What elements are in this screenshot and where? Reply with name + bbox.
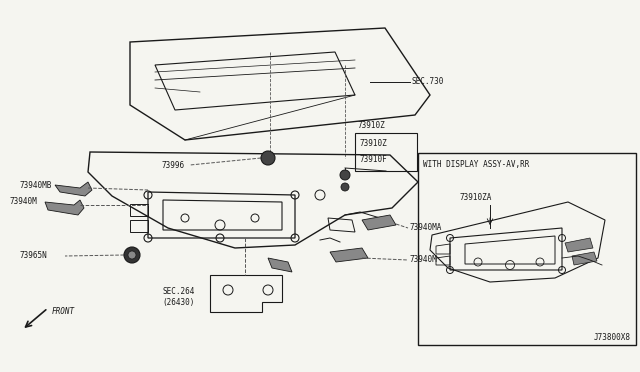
- Circle shape: [128, 251, 136, 259]
- Text: 73910ZA: 73910ZA: [460, 193, 492, 202]
- Text: 73910F: 73910F: [359, 155, 387, 164]
- Circle shape: [340, 170, 350, 180]
- Bar: [418, 153, 636, 345]
- Circle shape: [124, 247, 140, 263]
- Text: SEC.264: SEC.264: [163, 288, 195, 296]
- Bar: [355, 133, 417, 171]
- Text: 73996: 73996: [162, 160, 185, 170]
- Circle shape: [341, 183, 349, 191]
- Text: J73800X8: J73800X8: [594, 333, 631, 341]
- Polygon shape: [572, 252, 597, 265]
- Polygon shape: [362, 215, 396, 230]
- Polygon shape: [565, 238, 593, 252]
- Text: 73910Z: 73910Z: [359, 140, 387, 148]
- Text: (26430): (26430): [163, 298, 195, 308]
- Text: FRONT: FRONT: [52, 308, 75, 317]
- Polygon shape: [268, 258, 292, 272]
- Text: 73940MA: 73940MA: [410, 224, 442, 232]
- Polygon shape: [45, 200, 84, 215]
- Polygon shape: [330, 248, 368, 262]
- Text: SEC.730: SEC.730: [412, 77, 444, 87]
- Polygon shape: [55, 182, 92, 196]
- Text: 73940MB: 73940MB: [20, 180, 52, 189]
- Text: 73910Z: 73910Z: [358, 121, 386, 129]
- Text: WITH DISPLAY ASSY-AV,RR: WITH DISPLAY ASSY-AV,RR: [423, 160, 529, 170]
- Circle shape: [261, 151, 275, 165]
- Text: 73965N: 73965N: [20, 250, 48, 260]
- Text: 73940M: 73940M: [10, 198, 38, 206]
- Text: 73940M: 73940M: [410, 256, 438, 264]
